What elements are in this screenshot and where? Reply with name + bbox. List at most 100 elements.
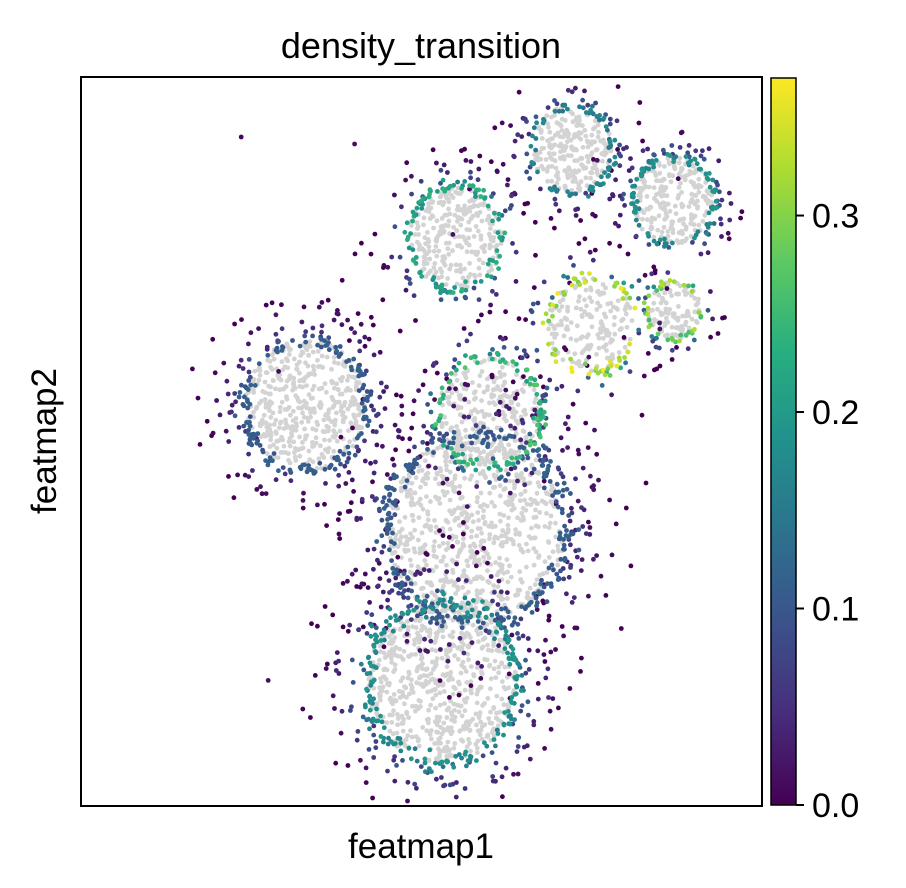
background-point-2148 bbox=[412, 490, 417, 496]
background-point-243 bbox=[257, 421, 263, 426]
background-point-292 bbox=[260, 389, 266, 394]
background-point-2568 bbox=[414, 680, 420, 686]
density-point-227 bbox=[598, 573, 604, 579]
density-point-1949 bbox=[550, 302, 555, 308]
density-point-320 bbox=[353, 567, 359, 573]
density-point-31 bbox=[372, 231, 378, 237]
density-point-674 bbox=[535, 300, 541, 306]
background-point-2261 bbox=[481, 514, 486, 519]
density-point-522 bbox=[574, 554, 580, 560]
density-point-991 bbox=[490, 456, 496, 461]
background-point-2409 bbox=[387, 728, 393, 734]
background-point-798 bbox=[576, 168, 582, 174]
background-point-2788 bbox=[392, 662, 398, 668]
background-point-1158 bbox=[515, 402, 521, 408]
background-point-1860 bbox=[452, 473, 458, 479]
background-point-1444 bbox=[596, 345, 602, 351]
density-point-992 bbox=[453, 296, 459, 302]
density-point-149 bbox=[440, 533, 446, 538]
density-point-781 bbox=[505, 471, 511, 477]
density-point-669 bbox=[431, 361, 437, 366]
background-point-1105 bbox=[692, 213, 698, 219]
density-point-1948 bbox=[587, 271, 592, 276]
background-point-2687 bbox=[387, 712, 393, 718]
density-point-232 bbox=[509, 632, 515, 638]
background-point-1499 bbox=[565, 327, 571, 332]
background-point-995 bbox=[687, 168, 693, 174]
background-point-2650 bbox=[437, 735, 443, 741]
density-point-592 bbox=[511, 154, 517, 160]
density-point-1654 bbox=[480, 599, 485, 604]
background-point-1534 bbox=[576, 359, 582, 364]
background-point-931 bbox=[678, 180, 683, 186]
density-point-1174 bbox=[521, 445, 527, 451]
density-point-1762 bbox=[485, 261, 491, 267]
density-point-901 bbox=[490, 433, 496, 438]
density-point-5 bbox=[190, 366, 195, 372]
background-point-1496 bbox=[573, 337, 579, 343]
density-point-235 bbox=[337, 511, 342, 516]
density-point-1223 bbox=[345, 444, 351, 450]
background-point-1846 bbox=[524, 564, 529, 570]
background-point-1947 bbox=[415, 537, 421, 543]
background-point-2726 bbox=[478, 719, 484, 725]
density-point-526 bbox=[413, 572, 418, 577]
background-point-2626 bbox=[489, 720, 495, 726]
density-point-1304 bbox=[533, 147, 538, 153]
background-point-2544 bbox=[403, 685, 409, 691]
density-point-531 bbox=[264, 344, 270, 350]
background-point-2077 bbox=[444, 562, 449, 568]
background-point-566 bbox=[469, 249, 475, 255]
background-point-1316 bbox=[494, 425, 500, 431]
background-point-1981 bbox=[478, 589, 484, 595]
density-point-1310 bbox=[580, 105, 586, 111]
background-point-1666 bbox=[457, 483, 463, 489]
background-point-726 bbox=[588, 175, 593, 181]
density-point-1910 bbox=[595, 370, 601, 376]
background-point-1925 bbox=[531, 562, 537, 568]
background-point-2701 bbox=[455, 656, 461, 662]
density-point-1746 bbox=[482, 195, 488, 200]
density-point-237 bbox=[548, 649, 554, 655]
density-point-223 bbox=[381, 263, 387, 268]
background-point-2339 bbox=[499, 566, 505, 571]
background-point-993 bbox=[677, 218, 682, 223]
density-point-196 bbox=[300, 706, 306, 712]
background-point-536 bbox=[408, 223, 414, 229]
density-point-359 bbox=[596, 477, 601, 483]
background-point-1320 bbox=[514, 372, 519, 378]
density-point-1265 bbox=[247, 420, 252, 425]
density-point-507 bbox=[564, 591, 569, 597]
background-point-517 bbox=[426, 209, 432, 215]
background-point-2835 bbox=[430, 659, 435, 665]
density-point-79 bbox=[406, 448, 412, 454]
density-point-314 bbox=[343, 481, 349, 486]
density-point-635 bbox=[336, 472, 342, 478]
density-point-839 bbox=[425, 402, 430, 407]
density-point-1079 bbox=[357, 373, 362, 379]
density-point-1518 bbox=[393, 613, 398, 619]
density-point-129 bbox=[330, 612, 336, 618]
density-point-1169 bbox=[265, 462, 271, 468]
background-point-2673 bbox=[429, 647, 435, 653]
background-point-567 bbox=[433, 244, 439, 249]
background-point-976 bbox=[665, 229, 671, 234]
background-point-2304 bbox=[528, 502, 534, 508]
background-point-2384 bbox=[410, 624, 415, 629]
density-point-88 bbox=[674, 345, 679, 350]
background-point-2283 bbox=[520, 505, 526, 511]
density-point-1413 bbox=[423, 598, 428, 604]
background-point-418 bbox=[285, 358, 290, 364]
density-point-1431 bbox=[383, 619, 389, 624]
background-point-1946 bbox=[553, 534, 558, 540]
background-point-2174 bbox=[431, 553, 437, 559]
density-point-471 bbox=[273, 477, 279, 483]
background-point-2936 bbox=[480, 703, 485, 708]
density-point-1422 bbox=[552, 108, 558, 114]
background-point-2079 bbox=[420, 585, 426, 591]
density-point-1476 bbox=[541, 116, 546, 122]
background-point-854 bbox=[568, 137, 574, 143]
density-point-567 bbox=[698, 251, 704, 257]
density-point-1561 bbox=[706, 210, 712, 216]
background-point-1308 bbox=[502, 379, 507, 385]
